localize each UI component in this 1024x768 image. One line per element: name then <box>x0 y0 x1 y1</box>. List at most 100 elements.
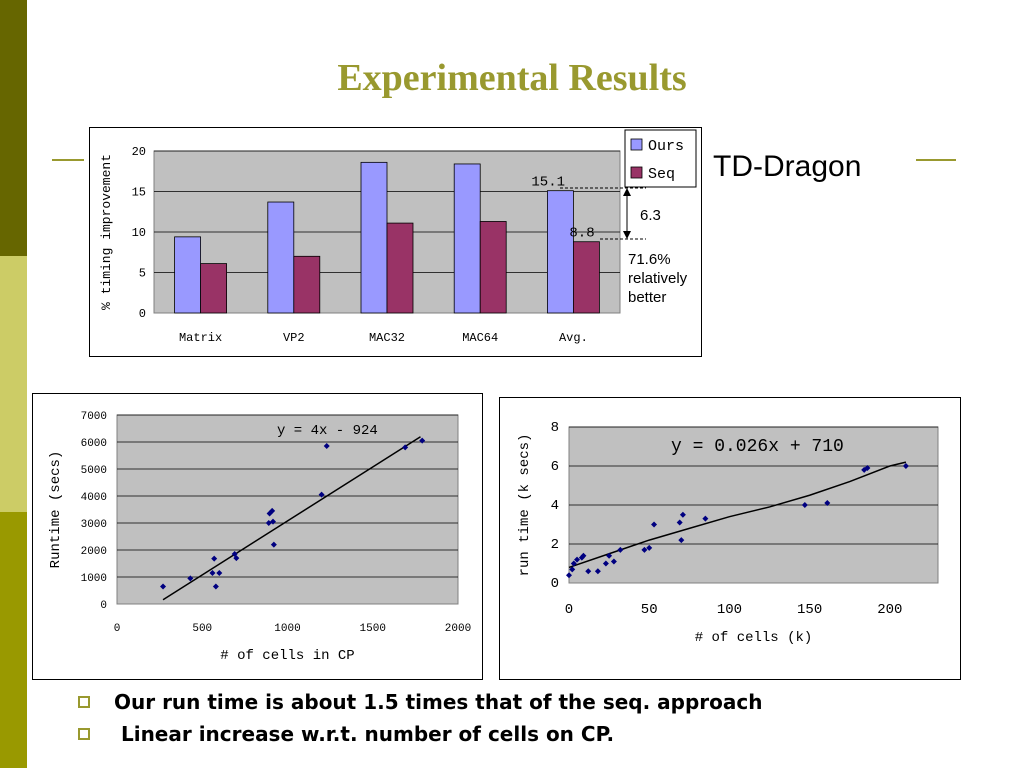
data-point <box>610 558 617 565</box>
data-point <box>902 463 909 469</box>
y-axis-label: run time (k secs) <box>517 434 533 577</box>
improvement-note: 71.6% relatively better <box>628 250 687 307</box>
arrow-head-down <box>623 231 631 239</box>
y-tick-label: 4000 <box>81 492 107 504</box>
data-point <box>266 510 273 517</box>
y-tick-label: 2000 <box>81 546 107 558</box>
y-axis-label: % timing improvement <box>99 154 114 310</box>
arrow-head-up <box>623 188 631 196</box>
x-tick-label: MAC32 <box>369 331 405 345</box>
y-tick-label: 5 <box>139 267 146 281</box>
x-tick-label: Avg. <box>559 331 588 345</box>
square-bullet-icon <box>78 696 90 708</box>
legend-swatch-ours <box>630 138 643 151</box>
bar-seq <box>200 263 227 314</box>
bar-seq <box>479 221 507 314</box>
bar-ours <box>267 201 295 314</box>
data-point <box>419 437 426 444</box>
data-point <box>864 464 871 471</box>
x-axis-label: # of cells (k) <box>695 630 813 646</box>
y-axis-label: Runtime (secs) <box>48 451 64 569</box>
bullet-item: Linear increase w.r.t. number of cells o… <box>78 722 978 746</box>
data-point <box>216 569 223 576</box>
data-point <box>187 575 194 582</box>
bullet-text: Linear increase w.r.t. number of cells o… <box>114 722 615 746</box>
data-label: 15.1 <box>531 175 565 191</box>
data-point <box>212 583 219 590</box>
y-tick-label: 8 <box>551 420 559 436</box>
y-tick-label: 7000 <box>81 411 107 423</box>
data-point <box>585 568 592 575</box>
x-tick-label: 0 <box>565 602 573 618</box>
data-point <box>678 537 685 544</box>
y-tick-label: 0 <box>139 307 146 321</box>
data-point <box>269 507 276 514</box>
bullet-item: Our run time is about 1.5 times that of … <box>78 690 978 714</box>
x-tick-label: 0 <box>114 623 121 635</box>
legend-label: Ours <box>648 138 684 155</box>
trendline-equation: y = 0.026x + 710 <box>671 437 844 457</box>
y-tick-label: 6000 <box>81 438 107 450</box>
trendline-equation: y = 4x - 924 <box>277 423 378 439</box>
x-tick-label: 2000 <box>445 623 471 635</box>
cells-scatter-chart: 0 2 4 6 8 0 50 100 150 200 y = 0.026x + 710 # of ce… <box>517 420 939 646</box>
sidebar-dark-band <box>0 0 27 256</box>
square-bullet-icon <box>78 728 90 740</box>
data-point <box>580 552 587 559</box>
data-point <box>569 566 576 573</box>
data-point <box>209 569 216 576</box>
runtime-scatter-chart: 0 1000 2000 3000 4000 5000 6000 7000 0 500 1000 150… <box>48 411 471 664</box>
sidebar-light-band <box>0 256 27 512</box>
title-rule-right <box>916 159 956 161</box>
title-rule-left <box>52 159 84 161</box>
data-label: 8.8 <box>569 226 594 242</box>
bar-chart: 0 5 10 15 20 Matrix VP2 MAC32 MAC64 Avg. 15.1 8.8 % … <box>99 129 697 345</box>
bar-ours <box>174 236 201 314</box>
x-tick-label: 500 <box>192 623 212 635</box>
data-point <box>574 556 581 563</box>
data-point <box>270 518 277 525</box>
improvement-relatively: relatively <box>628 270 688 287</box>
data-point <box>641 546 648 553</box>
x-tick-label: MAC64 <box>462 331 498 345</box>
slide-title: Experimental Results <box>337 57 687 99</box>
data-point <box>566 572 572 579</box>
improvement-percent: 71.6% <box>628 251 671 268</box>
y-tick-label: 6 <box>551 459 559 475</box>
data-point <box>323 443 330 450</box>
bar-seq <box>293 255 321 314</box>
slide-sidebar <box>0 0 27 768</box>
plot-area <box>116 414 459 605</box>
legend-label: Seq <box>648 166 675 183</box>
cells-scatter-panel: 0 2 4 6 8 0 50 100 150 200 y = 0.026x + 710 # of ce… <box>499 397 961 680</box>
x-tick-label: 150 <box>797 602 822 618</box>
bar-ours <box>360 161 388 314</box>
data-point <box>402 444 409 451</box>
y-tick-label: 2 <box>551 537 559 553</box>
y-tick-label: 0 <box>551 576 559 592</box>
bullet-text: Our run time is about 1.5 times that of … <box>114 690 763 714</box>
data-point <box>702 515 709 522</box>
avg-difference-annotation <box>560 187 646 240</box>
data-point <box>233 555 240 562</box>
data-point <box>861 466 868 473</box>
trendline <box>568 461 907 569</box>
y-tick-label: 15 <box>132 186 146 200</box>
data-point <box>602 560 609 567</box>
data-point <box>617 546 624 553</box>
y-tick-label: 1000 <box>81 573 107 585</box>
data-point <box>676 519 683 526</box>
data-point <box>651 521 658 528</box>
y-tick-label: 0 <box>100 600 107 612</box>
td-dragon-label: TD-Dragon <box>713 150 862 183</box>
bar-ours <box>546 190 574 314</box>
data-point <box>801 502 808 508</box>
x-tick-label: 1500 <box>360 623 386 635</box>
y-tick-label: 5000 <box>81 465 107 477</box>
x-tick-label: Matrix <box>179 331 222 345</box>
bar-seq <box>386 222 414 314</box>
data-point <box>824 500 831 507</box>
data-point <box>594 568 601 575</box>
data-point <box>211 555 218 562</box>
difference-value: 6.3 <box>640 207 661 224</box>
